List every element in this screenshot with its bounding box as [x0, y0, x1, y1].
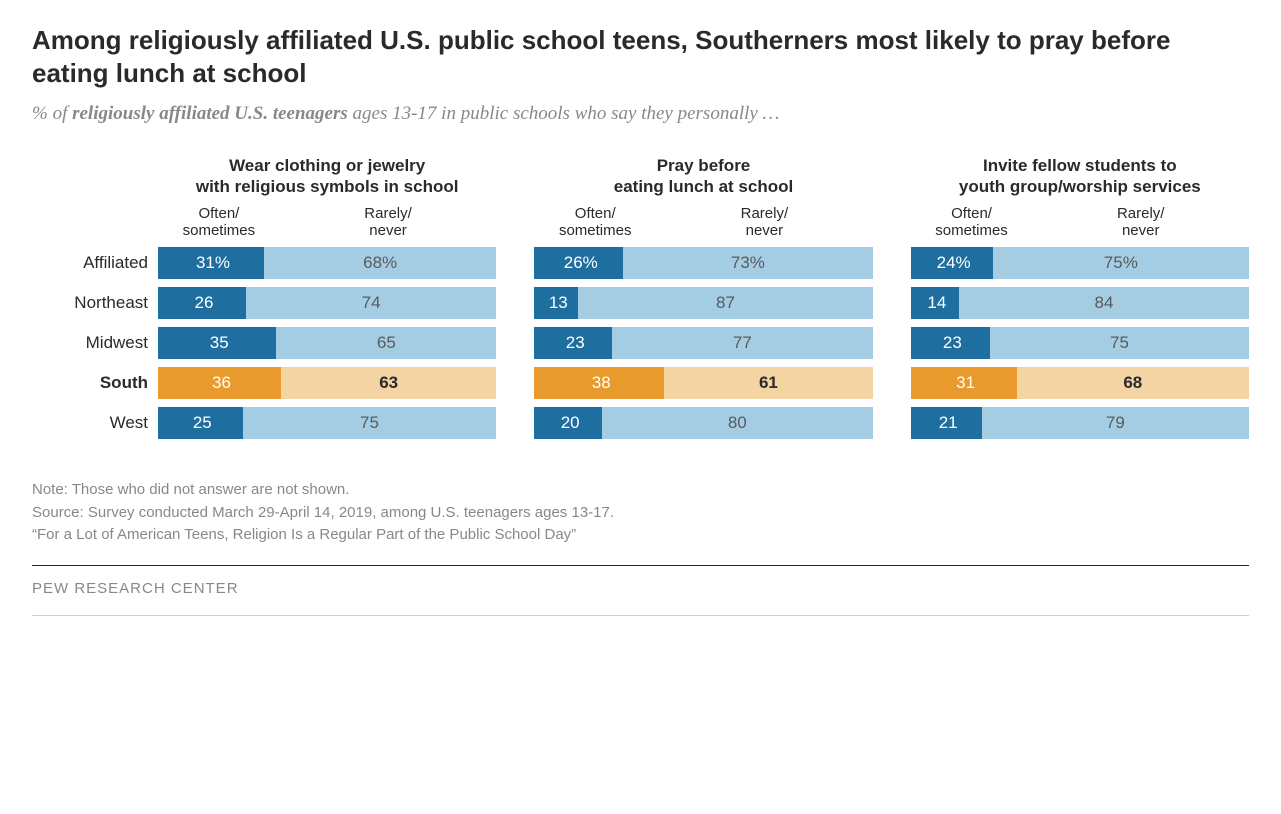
bar-segment-often: 26% [534, 247, 623, 279]
bar-row: 2375 [911, 323, 1249, 363]
bar-segment-often: 35 [158, 327, 276, 359]
chart-area: AffiliatedNortheastMidwestSouthWest Wear… [32, 155, 1249, 443]
bar-segment-often: 13 [534, 287, 578, 319]
bar-row: 2377 [534, 323, 872, 363]
divider [32, 565, 1249, 566]
charts-wrap: Wear clothing or jewelrywith religious s… [158, 155, 1249, 443]
row-label: South [32, 363, 158, 403]
bar-segment-often: 38 [534, 367, 664, 399]
stacked-bar: 26%73% [534, 247, 872, 279]
bar-row: 3663 [158, 363, 496, 403]
bar-row: 2179 [911, 403, 1249, 443]
bar-segment-rarely: 75 [243, 407, 497, 439]
legend-often: Often/sometimes [534, 205, 656, 243]
bar-segment-rarely: 87 [578, 287, 872, 319]
bar-row: 2674 [158, 283, 496, 323]
stacked-bar: 24%75% [911, 247, 1249, 279]
legend-row: Often/sometimesRarely/never [534, 205, 872, 243]
legend-rarely: Rarely/never [1032, 205, 1249, 243]
bars-group: 31%68% 2674 3565 3663 2575 [158, 243, 496, 443]
legend-row: Often/sometimesRarely/never [158, 205, 496, 243]
bar-row: 3861 [534, 363, 872, 403]
bar-segment-often: 23 [534, 327, 612, 359]
row-labels: AffiliatedNortheastMidwestSouthWest [32, 155, 158, 443]
note-line: Source: Survey conducted March 29-April … [32, 502, 1249, 525]
bars-group: 24%75% 1484 2375 3168 2179 [911, 243, 1249, 443]
stacked-bar: 3565 [158, 327, 496, 359]
bar-segment-rarely: 84 [959, 287, 1249, 319]
stacked-bar: 3663 [158, 367, 496, 399]
bar-row: 1484 [911, 283, 1249, 323]
bars-group: 26%73% 1387 2377 3861 2080 [534, 243, 872, 443]
bar-segment-rarely: 77 [612, 327, 873, 359]
stacked-bar: 2377 [534, 327, 872, 359]
row-label: Affiliated [32, 243, 158, 283]
bar-row: 24%75% [911, 243, 1249, 283]
column-title: Invite fellow students toyouth group/wor… [911, 155, 1249, 203]
row-label: Northeast [32, 283, 158, 323]
stacked-bar: 2080 [534, 407, 872, 439]
row-label: West [32, 403, 158, 443]
bar-segment-rarely: 61 [664, 367, 872, 399]
bar-segment-rarely: 75 [990, 327, 1249, 359]
bar-row: 1387 [534, 283, 872, 323]
bar-segment-often: 26 [158, 287, 246, 319]
column-title: Wear clothing or jewelrywith religious s… [158, 155, 496, 203]
bar-row: 2575 [158, 403, 496, 443]
bar-segment-rarely: 65 [276, 327, 496, 359]
chart-column: Wear clothing or jewelrywith religious s… [158, 155, 496, 443]
row-label: Midwest [32, 323, 158, 363]
legend-often: Often/sometimes [911, 205, 1033, 243]
chart-title: Among religiously affiliated U.S. public… [32, 24, 1249, 89]
bar-segment-often: 21 [911, 407, 982, 439]
stacked-bar: 1484 [911, 287, 1249, 319]
source-org: PEW RESEARCH CENTER [32, 580, 1249, 597]
chart-column: Invite fellow students toyouth group/wor… [911, 155, 1249, 443]
bar-row: 31%68% [158, 243, 496, 283]
bar-row: 3168 [911, 363, 1249, 403]
bar-segment-rarely: 74 [246, 287, 496, 319]
stacked-bar: 31%68% [158, 247, 496, 279]
bottom-rule [32, 615, 1249, 616]
bar-segment-often: 14 [911, 287, 959, 319]
legend-rarely: Rarely/never [656, 205, 873, 243]
note-line: Note: Those who did not answer are not s… [32, 479, 1249, 502]
bar-segment-rarely: 79 [982, 407, 1249, 439]
bar-segment-rarely: 68 [1017, 367, 1249, 399]
bar-segment-rarely: 63 [281, 367, 496, 399]
bar-segment-rarely: 75% [993, 247, 1249, 279]
legend-row: Often/sometimesRarely/never [911, 205, 1249, 243]
bar-segment-often: 24% [911, 247, 993, 279]
bar-row: 26%73% [534, 243, 872, 283]
subtitle-tail: ages 13-17 in public schools who say the… [348, 103, 780, 124]
legend-often: Often/sometimes [158, 205, 280, 243]
stacked-bar: 2674 [158, 287, 496, 319]
subtitle-strong: religiously affiliated U.S. teenagers [72, 103, 348, 124]
stacked-bar: 2179 [911, 407, 1249, 439]
stacked-bar: 3168 [911, 367, 1249, 399]
bar-segment-rarely: 73% [623, 247, 872, 279]
bar-segment-rarely: 68% [264, 247, 496, 279]
legend-rarely: Rarely/never [280, 205, 497, 243]
stacked-bar: 1387 [534, 287, 872, 319]
chart-column: Pray beforeeating lunch at schoolOften/s… [534, 155, 872, 443]
subtitle-lead: % of [32, 103, 72, 124]
bar-segment-often: 20 [534, 407, 602, 439]
bar-row: 3565 [158, 323, 496, 363]
bar-row: 2080 [534, 403, 872, 443]
stacked-bar: 3861 [534, 367, 872, 399]
bar-segment-often: 36 [158, 367, 281, 399]
bar-segment-rarely: 80 [602, 407, 873, 439]
bar-segment-often: 23 [911, 327, 990, 359]
stacked-bar: 2375 [911, 327, 1249, 359]
chart-notes: Note: Those who did not answer are not s… [32, 479, 1249, 547]
chart-subtitle: % of religiously affiliated U.S. teenage… [32, 103, 1249, 125]
note-line: “For a Lot of American Teens, Religion I… [32, 524, 1249, 547]
bar-segment-often: 25 [158, 407, 243, 439]
bar-segment-often: 31% [158, 247, 264, 279]
column-title: Pray beforeeating lunch at school [534, 155, 872, 203]
bar-segment-often: 31 [911, 367, 1017, 399]
stacked-bar: 2575 [158, 407, 496, 439]
